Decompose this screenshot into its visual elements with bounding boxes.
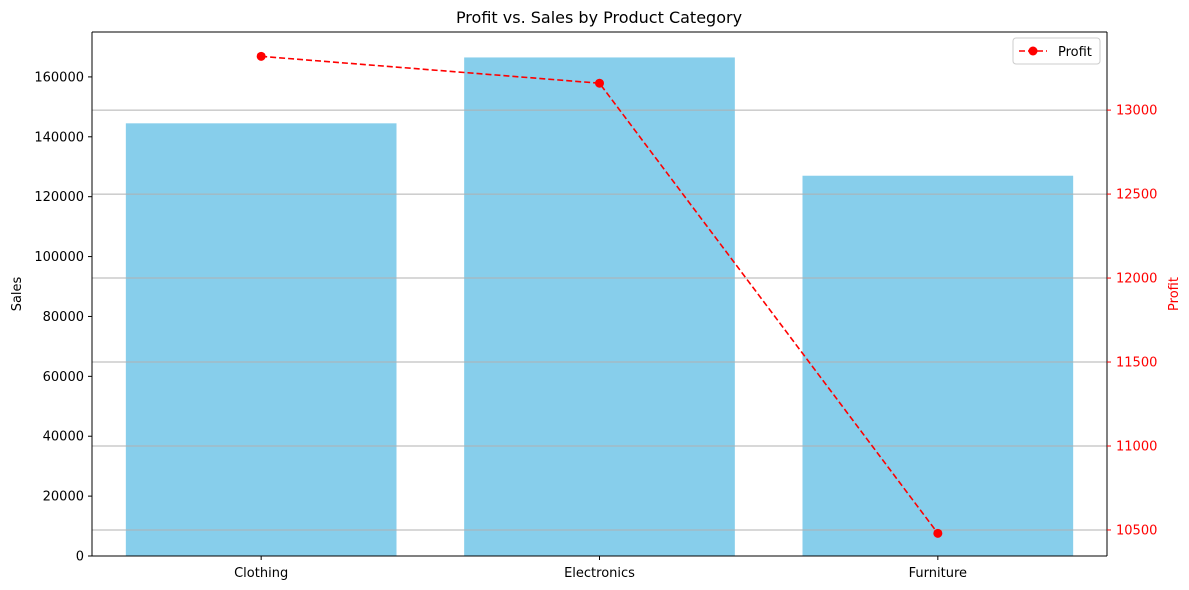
profit-point-furniture xyxy=(933,529,942,538)
legend-label-profit: Profit xyxy=(1058,45,1092,60)
y-axis-label-right: Profit xyxy=(1167,277,1182,311)
y-tick-label-left-0: 0 xyxy=(76,550,84,565)
y-tick-label-left-120000: 120000 xyxy=(34,190,84,205)
legend-marker-swatch xyxy=(1029,47,1038,56)
profit-point-electronics xyxy=(595,79,604,88)
y-tick-label-left-100000: 100000 xyxy=(34,250,84,265)
y-tick-label-left-160000: 160000 xyxy=(34,70,84,85)
y-axis-label-left: Sales xyxy=(10,276,25,311)
chart-title: Profit vs. Sales by Product Category xyxy=(456,8,742,27)
x-tick-label-electronics: Electronics xyxy=(564,566,635,581)
y-tick-label-right-11500: 11500 xyxy=(1116,356,1157,371)
x-tick-label-clothing: Clothing xyxy=(234,566,288,581)
bar-furniture xyxy=(803,176,1074,556)
y-tick-label-left-60000: 60000 xyxy=(43,370,84,385)
y-tick-label-right-10500: 10500 xyxy=(1116,523,1157,538)
y-tick-label-left-40000: 40000 xyxy=(43,430,84,445)
y-tick-label-right-12000: 12000 xyxy=(1116,272,1157,287)
bars-layer xyxy=(126,57,1073,556)
bar-clothing xyxy=(126,123,397,556)
y-tick-label-right-11000: 11000 xyxy=(1116,439,1157,454)
profit-point-clothing xyxy=(257,52,266,61)
y-tick-label-left-140000: 140000 xyxy=(34,130,84,145)
bar-electronics xyxy=(464,57,735,556)
legend: Profit xyxy=(1013,38,1100,64)
y-tick-label-left-80000: 80000 xyxy=(43,310,84,325)
y-tick-label-right-13000: 13000 xyxy=(1116,104,1157,119)
x-tick-label-furniture: Furniture xyxy=(909,566,967,581)
y-tick-label-right-12500: 12500 xyxy=(1116,188,1157,203)
y-tick-label-left-20000: 20000 xyxy=(43,490,84,505)
